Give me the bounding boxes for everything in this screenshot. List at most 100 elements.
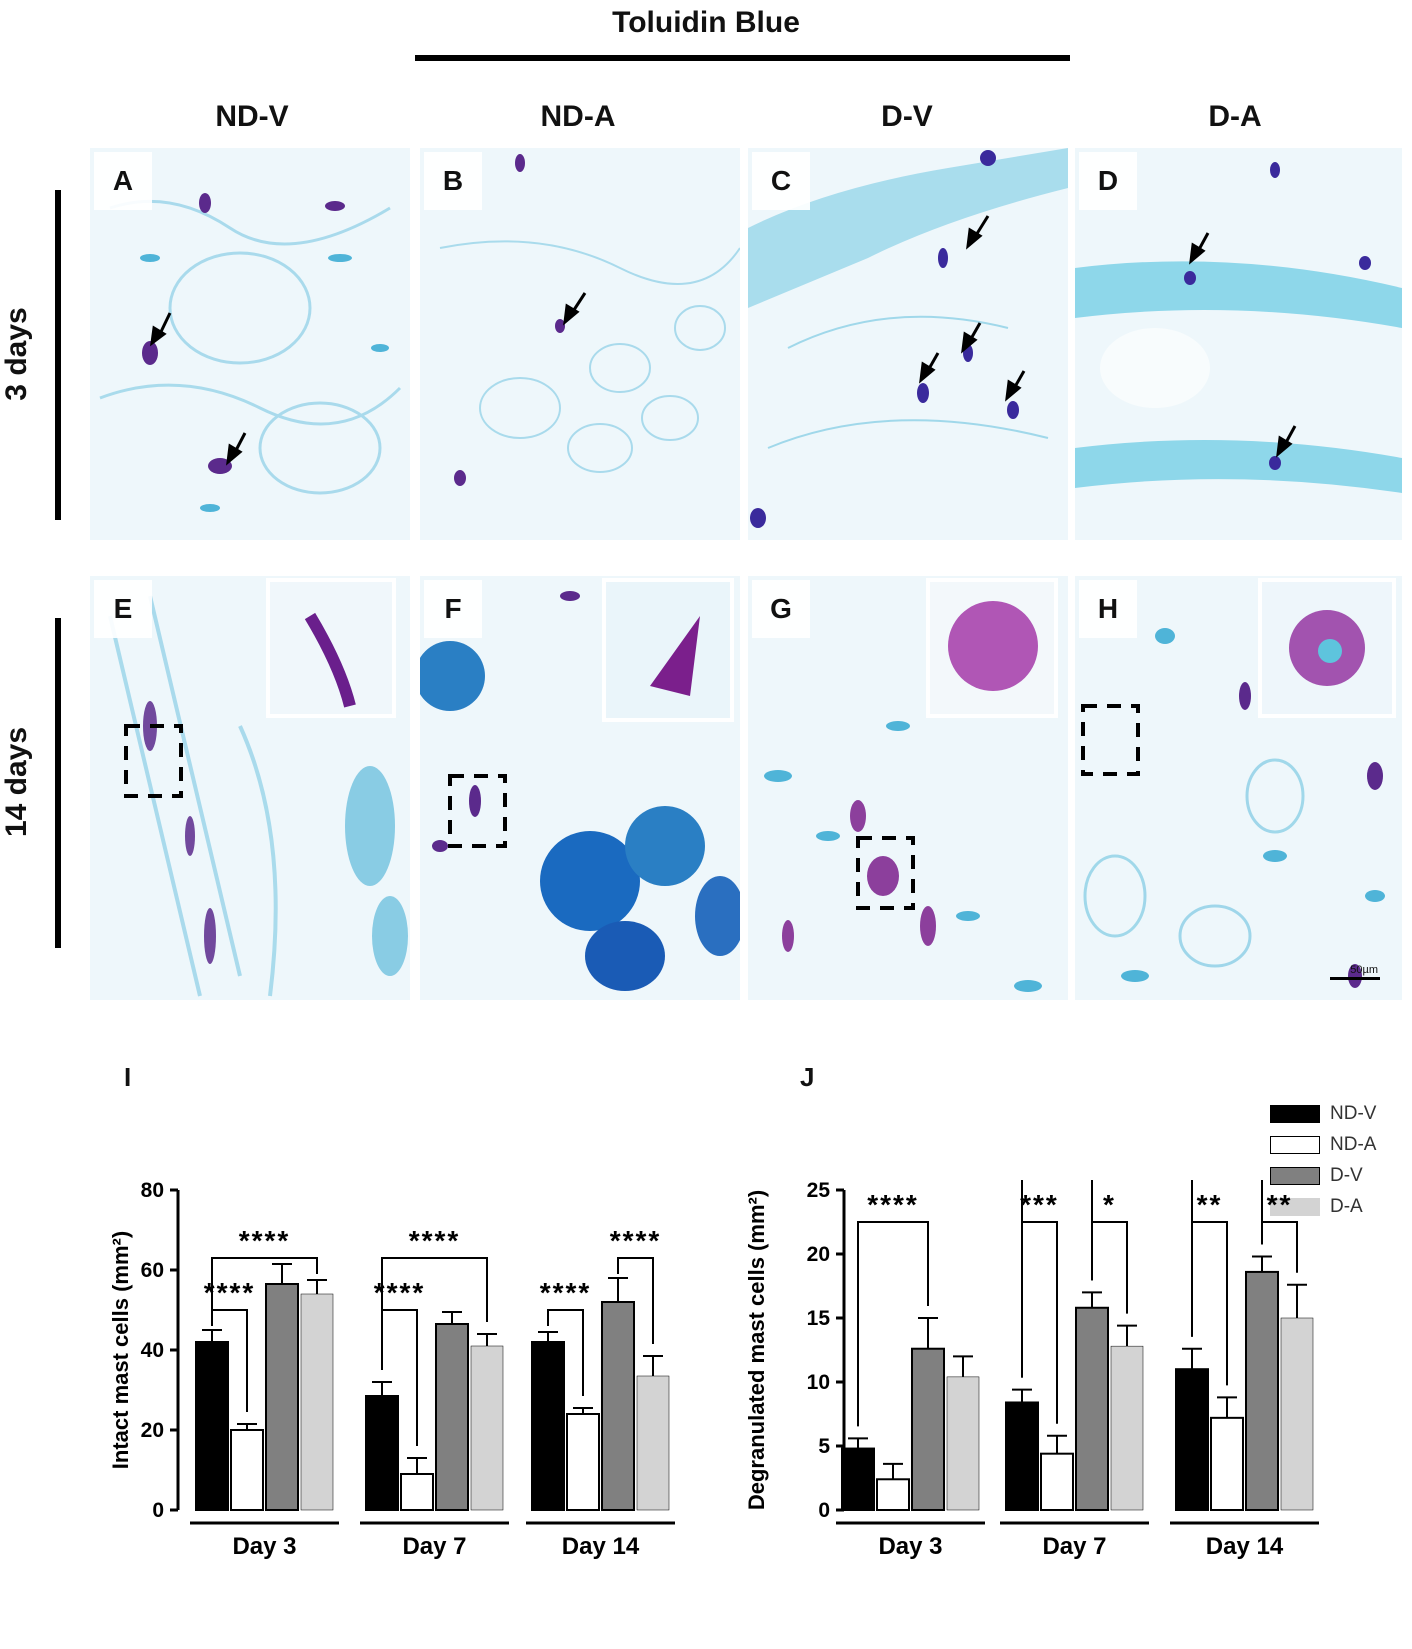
- legend-label: D-A: [1330, 1195, 1363, 1217]
- micrograph-panel-c: C: [748, 148, 1068, 540]
- category-label: Day 7: [1042, 1533, 1106, 1560]
- column-label-nd-v: ND-V: [215, 100, 289, 133]
- panel-letter-c: C: [752, 152, 810, 210]
- category-label: Day 7: [402, 1533, 466, 1560]
- bar-nd-v: [841, 1447, 875, 1511]
- y-tick-label: 0: [152, 1499, 164, 1522]
- bar-d-v: [911, 1347, 945, 1511]
- tissue-image: [439, 154, 740, 486]
- micrograph-panel-d: D: [1075, 148, 1402, 540]
- significance-bracket: [1091, 1221, 1128, 1314]
- y-tick-label: 25: [807, 1180, 831, 1202]
- significance-label: **: [1197, 1189, 1223, 1220]
- bar-nd-a: [1210, 1416, 1244, 1511]
- title-underline: [415, 55, 1070, 61]
- panel-letter-f: F: [424, 580, 482, 638]
- bar-d-v: [1075, 1306, 1109, 1512]
- significance-label: ****: [409, 1225, 461, 1256]
- legend-swatch: [1270, 1135, 1320, 1154]
- figure-title: Toluidin Blue: [612, 6, 800, 39]
- legend-item: ND-A: [1270, 1129, 1376, 1160]
- panel-letter-e: E: [94, 580, 152, 638]
- significance-bracket: [1191, 1221, 1228, 1386]
- bar-nd-a: [566, 1413, 600, 1511]
- significance-bracket: [211, 1257, 318, 1318]
- bar-d-a: [470, 1345, 504, 1511]
- legend-item: D-V: [1270, 1160, 1376, 1191]
- significance-bracket: [1021, 1180, 1093, 1378]
- bar-nd-a: [1040, 1452, 1074, 1511]
- row-bar-3-days: [55, 190, 61, 520]
- tissue-image: [108, 578, 408, 997]
- y-axis-title: Degranulated mast cells (mm²): [744, 1190, 769, 1510]
- significance-bracket: [547, 1309, 584, 1396]
- panel-letter-j: J: [800, 1062, 815, 1092]
- bar-d-a: [1280, 1317, 1314, 1511]
- micrograph-panel-a: A: [90, 148, 410, 540]
- bar-d-a: [300, 1293, 334, 1511]
- bar-d-a: [636, 1375, 670, 1511]
- category-label: Day 3: [232, 1533, 296, 1560]
- bar-nd-v: [1175, 1368, 1209, 1511]
- tissue-image: [99, 193, 402, 512]
- legend-item: ND-V: [1270, 1098, 1376, 1129]
- y-tick-label: 10: [807, 1371, 830, 1394]
- panel-letter-h: H: [1079, 580, 1137, 638]
- bar-d-v: [435, 1323, 469, 1511]
- panel-letter-a: A: [94, 152, 152, 210]
- panel-letter-g: G: [752, 580, 810, 638]
- bar-nd-v: [365, 1395, 399, 1511]
- legend-label: ND-V: [1330, 1102, 1377, 1124]
- significance-bracket: [1021, 1221, 1058, 1424]
- legend-label: ND-A: [1330, 1133, 1377, 1155]
- bar-nd-a: [400, 1473, 434, 1511]
- legend-swatch: [1270, 1197, 1320, 1216]
- y-axis-title: Intact mast cells (mm²): [108, 1231, 133, 1469]
- significance-label: ***: [1020, 1189, 1059, 1220]
- column-label-d-v: D-V: [881, 100, 933, 133]
- panel-letter-d: D: [1079, 152, 1137, 210]
- scale-bar: [1330, 977, 1380, 980]
- significance-label: **: [1267, 1189, 1293, 1220]
- bar-d-v: [601, 1301, 635, 1511]
- y-tick-label: 20: [807, 1243, 830, 1266]
- significance-bracket: [381, 1257, 488, 1370]
- legend-item: D-A: [1270, 1191, 1376, 1222]
- y-tick-label: 0: [818, 1499, 830, 1522]
- panel-letter-i: I: [124, 1062, 132, 1092]
- significance-label: ****: [239, 1225, 291, 1256]
- row-bar-14-days: [55, 618, 61, 948]
- scale-bar-label: 50µm: [1350, 964, 1378, 976]
- significance-bracket: [1261, 1221, 1298, 1273]
- chart-legend: ND-V ND-A D-V D-A: [1270, 1098, 1376, 1222]
- tissue-image: [1081, 578, 1396, 988]
- row-label-14-days: 14 days: [0, 726, 33, 838]
- tissue-image: [1075, 162, 1402, 493]
- y-tick-label: 20: [141, 1419, 164, 1442]
- significance-bracket: [1191, 1180, 1263, 1337]
- legend-swatch: [1270, 1104, 1320, 1123]
- significance-bracket: [617, 1257, 654, 1344]
- bar-d-v: [265, 1283, 299, 1511]
- column-label-d-a: D-A: [1208, 100, 1262, 133]
- legend-label: D-V: [1330, 1164, 1363, 1186]
- bar-nd-a: [876, 1478, 910, 1511]
- bar-nd-a: [230, 1429, 264, 1511]
- legend-swatch: [1270, 1166, 1320, 1185]
- significance-label: ****: [540, 1277, 592, 1308]
- bar-d-a: [1110, 1345, 1144, 1511]
- panel-letter-b: B: [424, 152, 482, 210]
- tissue-image: [420, 578, 740, 991]
- category-label: Day 3: [878, 1533, 942, 1560]
- bar-d-a: [946, 1376, 980, 1511]
- micrograph-panel-g: G: [748, 576, 1068, 1000]
- column-label-nd-a: ND-A: [540, 100, 616, 133]
- y-tick-label: 15: [807, 1307, 831, 1330]
- bar-nd-v: [1005, 1401, 1039, 1511]
- micrograph-panel-h: H 50µm: [1075, 576, 1402, 1000]
- bar-d-v: [1245, 1270, 1279, 1511]
- row-label-3-days: 3 days: [0, 307, 33, 401]
- y-tick-label: 5: [818, 1435, 830, 1458]
- significance-bracket: [857, 1221, 929, 1427]
- y-tick-label: 60: [141, 1259, 164, 1282]
